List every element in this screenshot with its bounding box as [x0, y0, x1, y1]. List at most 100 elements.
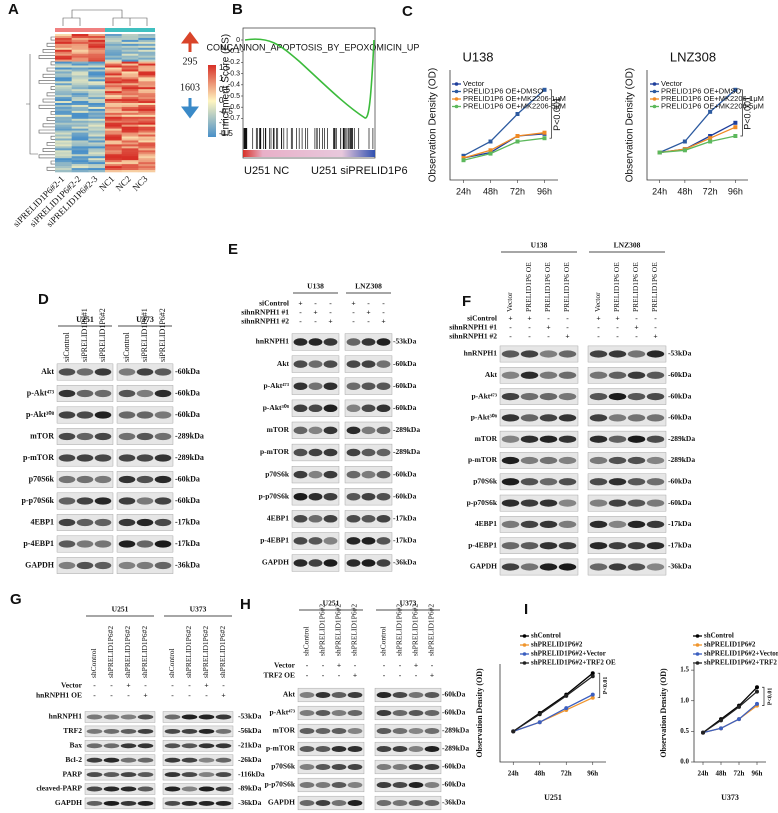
blot-band — [608, 435, 627, 443]
data-point — [488, 151, 493, 156]
heatmap-cell — [121, 114, 139, 118]
protein-label: p-mTOR — [266, 744, 296, 753]
x-tick-label: 96h — [728, 186, 743, 196]
condition-sign: - — [528, 323, 531, 332]
blot-strip — [499, 409, 579, 427]
condition-sign: - — [314, 299, 317, 308]
blot-band — [76, 389, 94, 398]
blot-band — [646, 478, 665, 486]
cell-line: LNZ308 — [614, 241, 641, 250]
blot-band — [608, 414, 627, 422]
heatmap-cell — [138, 154, 156, 157]
blot-band — [346, 382, 361, 390]
blot-band — [118, 411, 136, 419]
protein-label: p-4EBP1 — [468, 540, 497, 549]
blot-strip — [499, 558, 579, 576]
blot-band — [293, 515, 308, 523]
heatmap-cell — [55, 114, 72, 118]
color-bar — [208, 65, 216, 137]
gsea-ytick: -0.4 — [228, 82, 240, 89]
blot-band — [136, 432, 154, 441]
blot-band — [215, 757, 232, 763]
blot-band — [76, 561, 94, 570]
blot-strip — [499, 430, 579, 448]
legend-marker — [695, 661, 700, 665]
condition-sign: - — [127, 691, 130, 700]
blot-band — [589, 478, 608, 486]
heatmap-cell — [138, 110, 156, 114]
heatmap-cell — [138, 158, 156, 161]
heatmap-cell — [88, 99, 106, 102]
heatmap-cell — [71, 83, 89, 86]
heatmap-cell — [71, 59, 89, 62]
blot-strip — [374, 705, 442, 721]
blot-strip — [587, 345, 667, 363]
heatmap-cell — [55, 152, 72, 155]
blot-band — [308, 404, 323, 413]
heatmap-cell — [88, 120, 106, 124]
kda-label: -36kDa — [442, 798, 466, 807]
heatmap-cell — [71, 57, 89, 60]
lane-label: PRELID1P6 OE — [612, 262, 621, 312]
data-point — [461, 158, 466, 163]
blot-band — [408, 691, 424, 699]
kda-label: -17kDa — [393, 514, 417, 523]
blot-band — [164, 772, 181, 778]
heatmap-cell — [71, 81, 89, 84]
x-tick-label: 72h — [510, 186, 525, 196]
heatmap-cell — [71, 122, 89, 125]
blot-band — [346, 338, 361, 346]
blot-strip — [587, 516, 667, 533]
blot-band — [646, 456, 665, 465]
kda-label: -53kDa — [238, 712, 262, 721]
heatmap-cell — [105, 112, 122, 116]
heatmap-cell — [55, 134, 72, 137]
blot-band — [58, 454, 76, 462]
heatmap-cell — [121, 166, 139, 169]
condition-sign: + — [634, 323, 638, 332]
cell-line: U138 — [531, 241, 548, 250]
heatmap-cell — [55, 49, 72, 53]
blot-band — [608, 392, 627, 401]
condition-sign: + — [381, 317, 385, 326]
significance-bracket — [597, 672, 601, 699]
heatmap-cell — [88, 85, 106, 88]
blot-band — [181, 714, 198, 720]
heatmap-cell — [121, 77, 139, 80]
data-point — [542, 130, 547, 135]
blot-band — [118, 475, 136, 484]
blot-band — [215, 743, 232, 749]
x-tick-label: 24h — [456, 186, 471, 196]
blot-band — [118, 389, 136, 398]
blot-band — [347, 727, 363, 735]
series-line — [659, 135, 736, 154]
blot-band — [293, 559, 308, 567]
scale-label: 0 — [219, 96, 224, 105]
blot-band — [627, 414, 646, 422]
heatmap-cell — [105, 75, 122, 78]
heatmap-cell — [71, 97, 89, 100]
blot-strip — [84, 797, 156, 810]
heatmap-cell — [138, 37, 156, 41]
heatmap-cell — [88, 104, 106, 108]
blot-band — [392, 763, 408, 771]
heatmap-cell — [55, 110, 72, 114]
heatmap-cell — [71, 61, 89, 64]
blot-band — [520, 350, 539, 358]
heatmap-cell — [55, 63, 72, 66]
condition-sign: - — [306, 671, 309, 680]
heatmap-cell — [121, 45, 139, 49]
heatmap-cell — [71, 118, 89, 122]
heatmap-cell — [121, 37, 139, 41]
heatmap-cell — [138, 89, 156, 92]
condition-sign: + — [337, 661, 341, 670]
blot-band — [539, 478, 558, 486]
heatmap-cell — [55, 93, 72, 96]
heatmap-cell — [88, 91, 106, 94]
condition-sign: - — [431, 661, 434, 670]
cell-line: LNZ308 — [355, 282, 382, 291]
heatmap-cell — [121, 63, 139, 66]
blot-strip — [587, 430, 667, 448]
kda-label: -289kDa — [393, 447, 420, 456]
heatmap-cell — [138, 81, 156, 84]
